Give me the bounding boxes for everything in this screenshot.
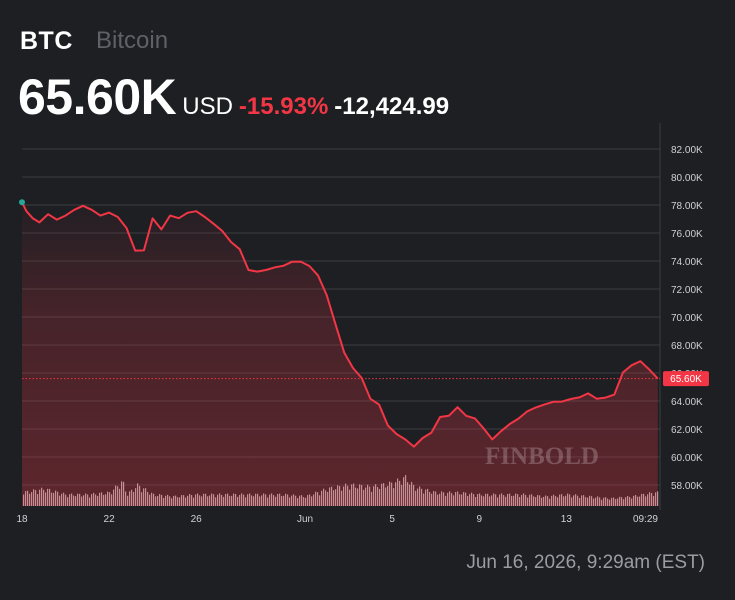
y-tick-label: 80.00K	[671, 173, 703, 184]
y-tick-label: 78.00K	[671, 201, 703, 212]
start-point-marker	[19, 199, 25, 206]
x-tick-label: 9	[476, 514, 482, 525]
y-tick-label: 58.00K	[671, 481, 703, 492]
y-tick-label: 76.00K	[671, 229, 703, 240]
price-row: 65.60K USD -15.93% -12,424.99	[18, 68, 449, 126]
y-tick-label: 72.00K	[671, 285, 703, 296]
y-tick-label: 60.00K	[671, 453, 703, 464]
price-line	[21, 201, 659, 448]
x-tick-label: 5	[389, 514, 395, 525]
price-area-fill	[22, 202, 658, 506]
x-axis: 18 22 26 Jun 5 9 13 09:29	[16, 514, 658, 525]
current-price: 65.60K	[18, 69, 177, 125]
svg-text:65.60K: 65.60K	[670, 374, 702, 385]
y-tick-label: 82.00K	[671, 145, 703, 156]
x-tick-label: 22	[104, 514, 116, 525]
x-tick-label: Jun	[297, 514, 313, 525]
ticker-symbol: BTC	[20, 27, 73, 55]
currency-label: USD	[182, 93, 233, 120]
change-absolute: -12,424.99	[334, 93, 450, 120]
change-percent: -15.93%	[238, 93, 329, 120]
x-tick-label: 13	[561, 514, 573, 525]
y-tick-label: 70.00K	[671, 313, 703, 324]
y-axis: 58.00K60.00K62.00K64.00K66.00K68.00K70.0…	[671, 145, 703, 492]
x-tick-label: 18	[16, 514, 28, 525]
timestamp: Jun 16, 2026, 9:29am (EST)	[466, 552, 705, 573]
watermark-logo: FINBOLD	[485, 443, 599, 470]
x-tick-label: 09:29	[633, 514, 658, 525]
y-tick-label: 62.00K	[671, 425, 703, 436]
y-tick-label: 68.00K	[671, 341, 703, 352]
y-tick-label: 64.00K	[671, 397, 703, 408]
current-price-badge: 65.60K	[663, 371, 709, 387]
x-tick-label: 26	[191, 514, 203, 525]
asset-name: Bitcoin	[96, 27, 169, 54]
y-tick-label: 74.00K	[671, 257, 703, 268]
